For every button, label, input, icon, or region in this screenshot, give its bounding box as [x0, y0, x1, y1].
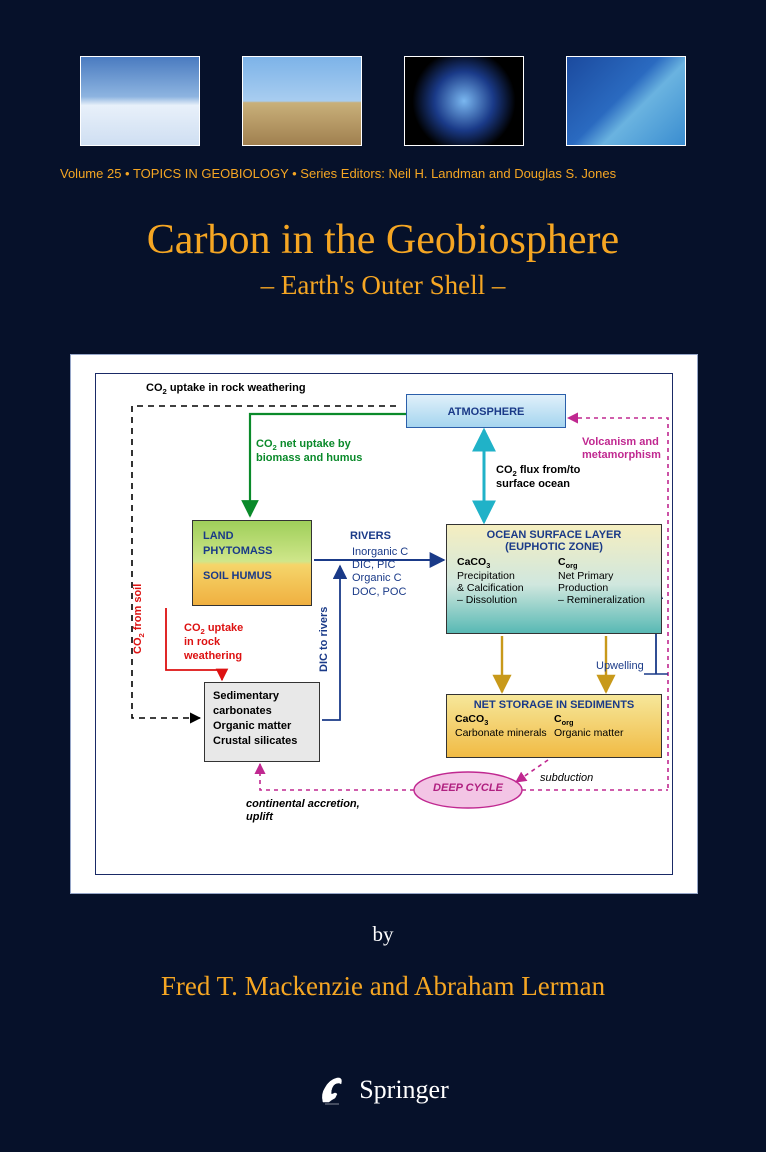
book-subtitle: – Earth's Outer Shell –	[0, 270, 766, 301]
label-rivers-detail: Inorganic CDIC, PICOrganic CDOC, POC	[352, 546, 408, 599]
ocean-caco3: CaCO3	[457, 556, 550, 570]
storage-org-matter: Organic matter	[554, 727, 653, 739]
ocean-npp: Net Primary Production– Remineralization	[558, 570, 651, 606]
sed-l1: Sedimentary	[213, 689, 311, 704]
storage-corg: Corg	[554, 713, 653, 727]
label-co2-rock-weather2: CO2 uptakein rockweathering	[184, 622, 243, 663]
series-info: Volume 25 • TOPICS IN GEOBIOLOGY • Serie…	[60, 166, 706, 181]
label-co2-flux-ocean: CO2 flux from/tosurface ocean	[496, 464, 580, 492]
node-net-storage: NET STORAGE IN SEDIMENTS CaCO3 Carbonate…	[446, 694, 662, 758]
thumb-ocean-aerial	[566, 56, 686, 146]
publisher: Springer	[0, 1072, 766, 1108]
ocean-title1: OCEAN SURFACE LAYER	[453, 529, 655, 541]
label-continental-accretion: continental accretion,uplift	[246, 798, 360, 824]
node-atmosphere: ATMOSPHERE	[406, 394, 566, 428]
diagram-frame: ATMOSPHERE LAND PHYTOMASS SOIL HUMUS OCE…	[95, 373, 673, 875]
node-deep-cycle: DEEP CYCLE	[430, 782, 506, 795]
title-block: Carbon in the Geobiosphere – Earth's Out…	[0, 216, 766, 301]
sed-l3: Organic matter	[213, 719, 311, 734]
springer-horse-icon	[317, 1072, 347, 1108]
ocean-title2: (EUPHOTIC ZONE)	[453, 541, 655, 553]
label-co2-weathering: CO2 uptake in rock weathering	[146, 382, 306, 396]
ocean-corg: Corg	[558, 556, 651, 570]
book-title: Carbon in the Geobiosphere	[0, 216, 766, 264]
label-volcanism: Volcanism andmetamorphism	[582, 436, 661, 462]
label-rivers: RIVERS	[350, 530, 391, 543]
authors-text: Fred T. Mackenzie and Abraham Lerman	[0, 971, 766, 1002]
by-label: by	[0, 922, 766, 947]
land-line3: SOIL HUMUS	[203, 569, 301, 584]
label-subduction: subduction	[540, 772, 593, 785]
carbon-cycle-diagram: ATMOSPHERE LAND PHYTOMASS SOIL HUMUS OCE…	[70, 354, 698, 894]
sed-l2: carbonates	[213, 704, 311, 719]
authors-block: by Fred T. Mackenzie and Abraham Lerman	[0, 922, 766, 1002]
label-co2-biomass: CO2 net uptake bybiomass and humus	[256, 438, 362, 466]
storage-carb-min: Carbonate minerals	[455, 727, 554, 739]
sed-l4: Crustal silicates	[213, 734, 311, 749]
thumb-rock-butte	[242, 56, 362, 146]
label-co2-from-soil: CO2 from soil	[132, 584, 146, 654]
storage-caco3: CaCO3	[455, 713, 554, 727]
node-ocean-surface: OCEAN SURFACE LAYER (EUPHOTIC ZONE) CaCO…	[446, 524, 662, 634]
label-upwelling: Upwelling	[596, 660, 644, 673]
storage-title: NET STORAGE IN SEDIMENTS	[455, 699, 653, 711]
ocean-precip: Precipitation& Calcification– Dissolutio…	[457, 570, 550, 606]
thumb-snow-mountain	[80, 56, 200, 146]
land-line2: PHYTOMASS	[203, 544, 301, 559]
thumbnail-row	[80, 56, 686, 146]
publisher-name: Springer	[359, 1075, 449, 1105]
label-dic-to-rivers: DIC to rivers	[318, 607, 331, 672]
thumb-earth-globe	[404, 56, 524, 146]
node-sedimentary: Sedimentary carbonates Organic matter Cr…	[204, 682, 320, 762]
node-land-phytomass: LAND PHYTOMASS SOIL HUMUS	[192, 520, 312, 606]
land-line1: LAND	[203, 529, 301, 544]
